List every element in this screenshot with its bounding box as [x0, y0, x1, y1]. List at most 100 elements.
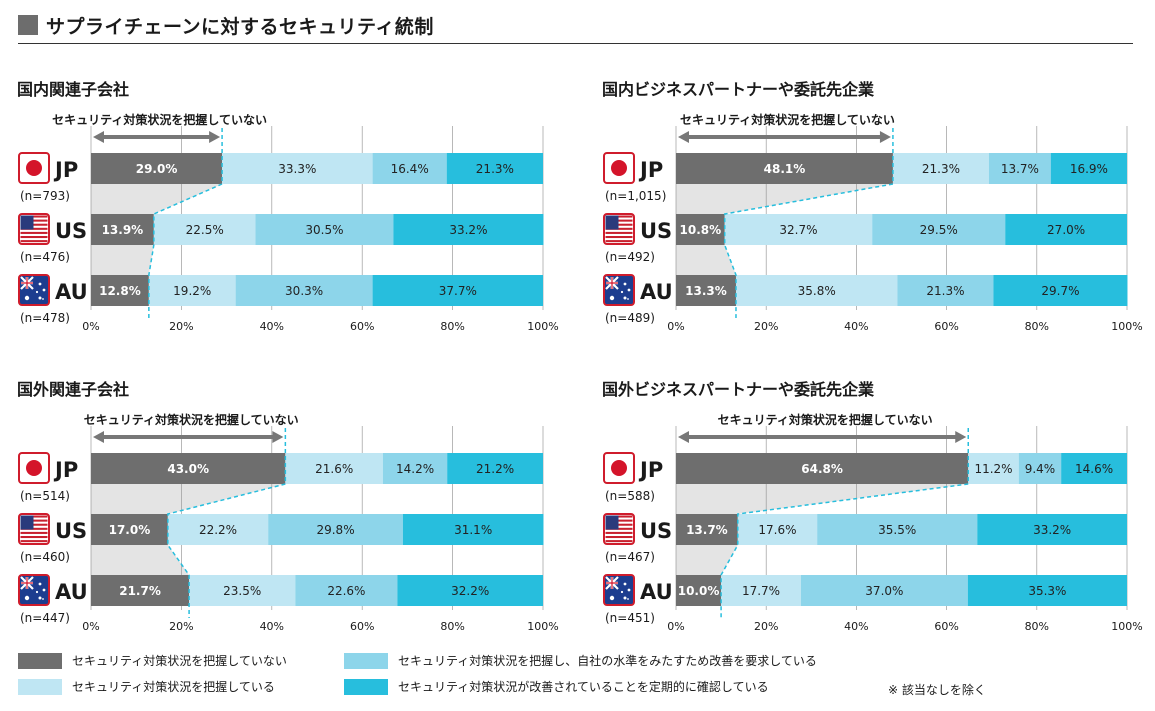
title-marker [18, 15, 38, 35]
data-label: 19.2% [173, 284, 211, 298]
range-arrow-head-left [93, 131, 104, 143]
bar-segment-au-4 [372, 275, 543, 306]
range-arrow-head-right [209, 131, 221, 143]
country-code: JP [638, 158, 663, 182]
country-code: US [55, 219, 87, 243]
au-flag-cross-red [606, 577, 618, 589]
data-label: 13.7% [686, 523, 728, 537]
bar-segment-jp-4 [446, 153, 543, 184]
tick-label: 0% [667, 620, 684, 633]
tick-label: 40% [260, 620, 284, 633]
bar-segment-us-3 [872, 214, 1006, 245]
us-flag-stripe [605, 240, 633, 243]
bar-segment-us-2 [724, 214, 873, 245]
range-arrow-head-right [879, 131, 891, 143]
bar-segment-us-2 [153, 214, 256, 245]
not-grasped-connector [723, 128, 894, 318]
us-flag-stripe [605, 527, 633, 530]
au-flag-cross-red [606, 277, 618, 289]
legend-item-request: セキュリティ対策状況を把握し、自社の水準をみたすため改善を要求している [344, 652, 817, 669]
data-label: 17.0% [109, 523, 151, 537]
au-flag-star [42, 598, 44, 600]
country-code: JP [53, 458, 78, 482]
au-flag-star [35, 290, 39, 294]
bar-segment-au-1 [676, 275, 736, 306]
tick-label: 100% [527, 320, 558, 333]
bar-segment-au-2 [721, 575, 801, 606]
bar-segment-au-3 [235, 275, 373, 306]
range-arrow-head-right [272, 431, 284, 443]
data-label: 13.9% [102, 223, 144, 237]
data-label: 10.8% [680, 223, 722, 237]
us-flag-stripe [605, 219, 633, 222]
annotation-label: セキュリティ対策状況を把握していない [52, 112, 267, 127]
legend-swatch [344, 652, 388, 669]
bar-segment-au-4 [993, 275, 1128, 306]
tick-label: 60% [934, 620, 958, 633]
data-label: 29.8% [316, 523, 354, 537]
bar-segment-au-3 [800, 575, 968, 606]
au-flag-star [35, 590, 39, 594]
legend-item-not-grasped: セキュリティ対策状況を把握していない [18, 652, 287, 669]
us-flag-stripe [605, 215, 633, 218]
us-flag-canton [20, 515, 34, 530]
sample-size: (n=460) [20, 550, 70, 564]
us-flag-stripe [605, 236, 633, 239]
au-flag-star [620, 590, 624, 594]
bar-segment-us-1 [91, 514, 168, 545]
data-label: 35.3% [1028, 584, 1066, 598]
bar-segment-au-2 [735, 275, 898, 306]
data-label: 14.2% [396, 462, 434, 476]
bar-segment-us-3 [255, 214, 394, 245]
tick-label: 60% [350, 620, 374, 633]
data-label: 64.8% [801, 462, 843, 476]
data-label: 33.2% [1033, 523, 1071, 537]
data-label: 37.0% [865, 584, 903, 598]
data-label: 32.2% [451, 584, 489, 598]
data-label: 31.1% [454, 523, 492, 537]
bar-segment-jp-4 [447, 453, 543, 484]
us-flag-stripe [605, 540, 633, 543]
legend-item-confirmed: セキュリティ対策状況が改善されていることを定期的に確認している [344, 678, 769, 695]
us-flag-stripe [605, 223, 633, 226]
bar-segment-au-4 [967, 575, 1127, 606]
tick-label: 100% [1111, 320, 1142, 333]
us-flag-stripe [605, 231, 633, 234]
sample-size: (n=478) [20, 311, 70, 325]
tick-label: 0% [82, 320, 99, 333]
data-label: 11.2% [974, 462, 1012, 476]
data-label: 29.0% [136, 162, 178, 176]
au-flag-star [38, 596, 42, 600]
range-arrow-head-left [678, 431, 689, 443]
bar-segment-au-2 [148, 275, 236, 306]
tick-label: 40% [260, 320, 284, 333]
au-flag-star [627, 288, 631, 292]
bar-segment-us-4 [977, 514, 1127, 545]
data-label: 21.2% [476, 462, 514, 476]
tick-label: 20% [169, 620, 193, 633]
bar-segment-jp-1 [676, 453, 969, 484]
us-flag-stripe [20, 536, 48, 539]
sample-size: (n=492) [605, 250, 655, 264]
us-flag-stripe [20, 531, 48, 534]
footnote: ※ 該当なしを除く [888, 683, 986, 697]
bar-segment-jp-2 [285, 453, 383, 484]
jp-flag-sun [26, 460, 42, 476]
data-label: 17.6% [758, 523, 796, 537]
us-flag-stripe [20, 223, 48, 226]
data-label: 27.0% [1047, 223, 1085, 237]
country-code: US [640, 219, 672, 243]
us-flag-stripe [20, 236, 48, 239]
legend-label: セキュリティ対策状況が改善されていることを定期的に確認している [398, 680, 769, 694]
au-flag-star [24, 595, 30, 601]
legend-swatch [18, 652, 62, 669]
bar-segment-au-3 [295, 575, 398, 606]
bar-segment-jp-3 [988, 153, 1051, 184]
bar-segment-jp-4 [1050, 153, 1127, 184]
tick-label: 20% [169, 320, 193, 333]
au-flag-cross-red [21, 577, 33, 589]
data-label: 16.9% [1070, 162, 1108, 176]
tick-label: 0% [667, 320, 684, 333]
data-label: 13.3% [685, 284, 727, 298]
au-flag-star [609, 295, 615, 301]
